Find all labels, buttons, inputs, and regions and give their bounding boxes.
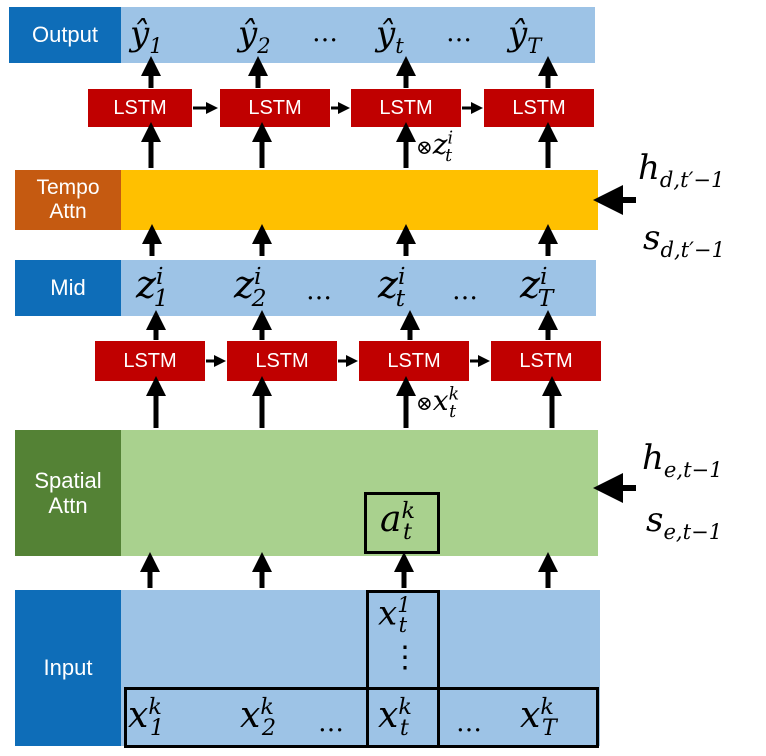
tempo-attn-band	[120, 170, 598, 230]
input-xk1: xk1	[128, 694, 165, 742]
input-series-row-box	[124, 687, 599, 748]
decoder-cell-state: sd,t′−1	[643, 218, 725, 262]
output-y1: ŷ1	[130, 14, 163, 58]
input-vertical-ellipsis: ⋮	[390, 640, 420, 675]
output-label: Output	[9, 7, 121, 63]
encoder-lstm-1: LSTM	[95, 341, 205, 381]
input-xkt: xkt	[378, 694, 412, 742]
encoder-lstm-3: LSTM	[359, 341, 469, 381]
output-y2: ŷ2	[238, 14, 271, 58]
input-band	[120, 590, 600, 746]
output-ellipsis-2: …	[446, 18, 472, 48]
input-x1t: x1t	[378, 592, 411, 638]
input-ellipsis-2: …	[456, 708, 482, 738]
input-xkT: xkT	[520, 694, 557, 742]
output-band	[120, 7, 595, 63]
mid-z2: zi2	[234, 262, 267, 313]
decoder-lstm-2: LSTM	[220, 89, 330, 127]
encoder-hidden-state: he,t−1	[642, 438, 723, 482]
encoder-lstm-2: LSTM	[227, 341, 337, 381]
decoder-lstm-1: LSTM	[88, 89, 192, 127]
mid-z1: zi1	[136, 262, 169, 313]
decoder-hidden-state: hd,t′−1	[638, 148, 725, 192]
encoder-input-x: ⊗xkt	[416, 384, 460, 422]
encoder-cell-state: se,t−1	[646, 500, 723, 544]
decoder-lstm-3: LSTM	[351, 89, 461, 127]
mid-zT: ziT	[520, 262, 554, 313]
decoder-lstm-4: LSTM	[484, 89, 594, 127]
input-label: Input	[15, 590, 121, 746]
attention-weight: akt	[380, 498, 415, 546]
output-yt: ŷt	[376, 14, 404, 58]
output-yT: ŷT	[508, 14, 542, 58]
tempo-attn-label: Tempo Attn	[15, 170, 121, 230]
input-driving-series-column-box	[366, 590, 440, 748]
output-ellipsis-1: …	[312, 18, 338, 48]
mid-band	[120, 260, 596, 316]
input-xk2: xk2	[240, 694, 277, 742]
mid-ellipsis-1: …	[306, 276, 332, 306]
input-ellipsis-1: …	[318, 708, 344, 738]
spatial-attn-band	[120, 430, 598, 556]
mid-ellipsis-2: …	[452, 276, 478, 306]
decoder-input-z: ⊗zit	[416, 128, 454, 166]
encoder-lstm-4: LSTM	[491, 341, 601, 381]
mid-label: Mid	[15, 260, 121, 316]
spatial-attn-label: Spatial Attn	[15, 430, 121, 556]
mid-zt: zit	[378, 262, 406, 313]
